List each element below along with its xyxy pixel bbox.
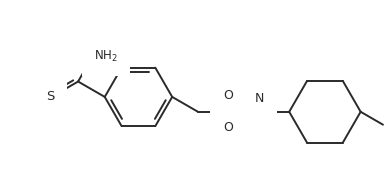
- Text: H: H: [255, 100, 264, 113]
- Text: S: S: [225, 104, 234, 119]
- Text: S: S: [46, 90, 54, 103]
- Text: NH$_2$: NH$_2$: [94, 49, 118, 64]
- Text: O: O: [223, 121, 233, 134]
- Text: N: N: [255, 92, 264, 105]
- Text: O: O: [223, 89, 233, 102]
